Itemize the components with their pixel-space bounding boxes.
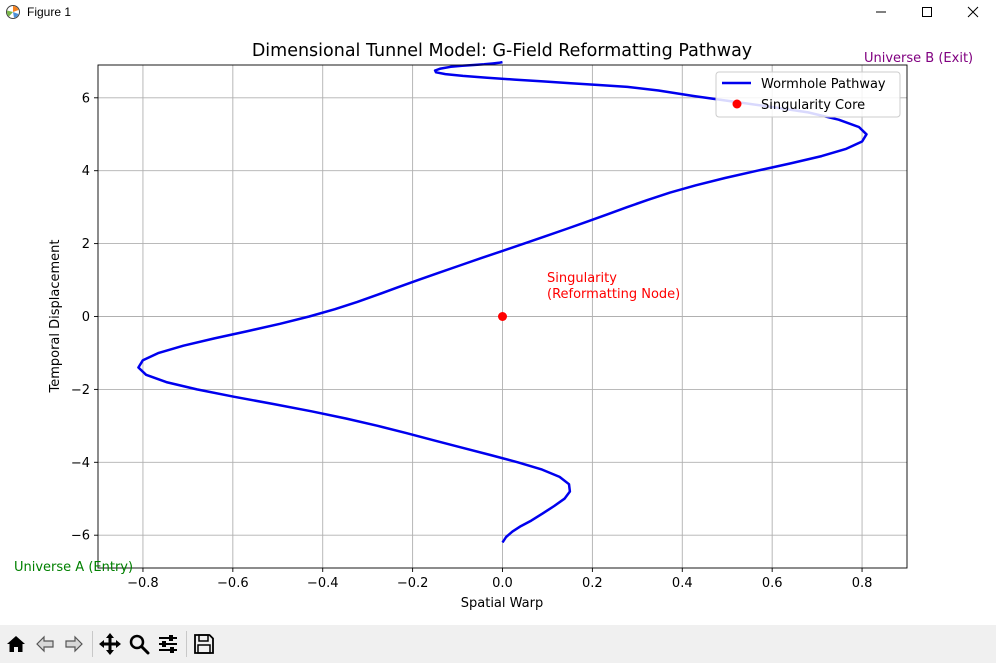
minimize-button[interactable] (858, 0, 904, 24)
legend-singularity-label: Singularity Core (761, 98, 865, 113)
configure-subplots-button[interactable] (154, 630, 182, 658)
matplotlib-icon (6, 5, 20, 19)
window-title: Figure 1 (27, 5, 72, 19)
y-tick-label: 0 (82, 310, 90, 325)
grid-lines (98, 65, 907, 568)
forward-icon (65, 635, 83, 653)
configure-subplots-icon (159, 635, 177, 653)
figure-canvas[interactable]: Dimensional Tunnel Model: G-Field Reform… (0, 24, 996, 625)
maximize-icon (922, 7, 932, 17)
chart: Dimensional Tunnel Model: G-Field Reform… (14, 41, 973, 611)
y-tick-label: 6 (82, 91, 90, 106)
y-axis-label: Temporal Displacement (48, 239, 63, 393)
x-tick-label: 0.2 (582, 576, 603, 591)
close-icon (967, 6, 979, 18)
window-controls (858, 0, 996, 24)
chart-title: Dimensional Tunnel Model: G-Field Reform… (252, 41, 752, 61)
wormhole-pathway-line (137, 60, 868, 544)
x-tick-label: 0.0 (492, 576, 513, 591)
legend: Wormhole Pathway Singularity Core (715, 71, 901, 118)
maximize-button[interactable] (904, 0, 950, 24)
pan-icon (99, 633, 121, 655)
legend-pathway-label: Wormhole Pathway (761, 77, 886, 92)
back-icon (36, 635, 54, 653)
x-tick-label: −0.6 (217, 576, 249, 591)
home-button[interactable] (2, 630, 30, 658)
close-button[interactable] (950, 0, 996, 24)
toolbar-separator (186, 631, 187, 657)
home-icon (7, 636, 25, 652)
save-button[interactable] (190, 630, 218, 658)
singularity-annotation-line-1: Singularity (547, 271, 617, 286)
singularity-core-point (498, 312, 507, 321)
singularity-annotation-line-2: (Reformatting Node) (547, 287, 680, 302)
x-tick-label: 0.6 (762, 576, 783, 591)
y-tick-label: −6 (71, 529, 90, 544)
x-tick-label: −0.8 (127, 576, 159, 591)
x-tick-label: −0.4 (307, 576, 339, 591)
window-titlebar: Figure 1 (0, 0, 996, 24)
save-icon (194, 634, 214, 654)
x-axis-label: Spatial Warp (461, 596, 543, 611)
universe-b-annotation: Universe B (Exit) (864, 51, 973, 66)
minimize-icon (876, 11, 886, 13)
y-tick-label: −2 (71, 383, 90, 398)
forward-button[interactable] (60, 630, 88, 658)
y-tick-label: 2 (82, 237, 90, 252)
legend-box (715, 71, 901, 118)
axes-frame (97, 64, 908, 569)
legend-singularity-swatch (732, 99, 742, 109)
toolbar-separator (92, 631, 93, 657)
pan-button[interactable] (96, 630, 124, 658)
y-tick-label: 4 (82, 164, 90, 179)
x-tick-label: 0.4 (672, 576, 693, 591)
zoom-button[interactable] (125, 630, 153, 658)
navigation-toolbar (0, 625, 996, 663)
y-axis-ticks: −6 −4 −2 0 2 4 6 (71, 91, 98, 544)
zoom-icon (129, 634, 150, 655)
y-tick-label: −4 (71, 456, 90, 471)
x-tick-label: 0.8 (852, 576, 873, 591)
x-axis-ticks: −0.8 −0.6 −0.4 −0.2 0.0 0.2 0.4 0.6 0.8 (127, 568, 872, 591)
plot-series (137, 60, 868, 544)
x-tick-label: −0.2 (397, 576, 429, 591)
back-button[interactable] (31, 630, 59, 658)
singularity-annotation: Singularity (Reformatting Node) (547, 271, 680, 302)
universe-a-annotation: Universe A (Entry) (14, 560, 133, 575)
